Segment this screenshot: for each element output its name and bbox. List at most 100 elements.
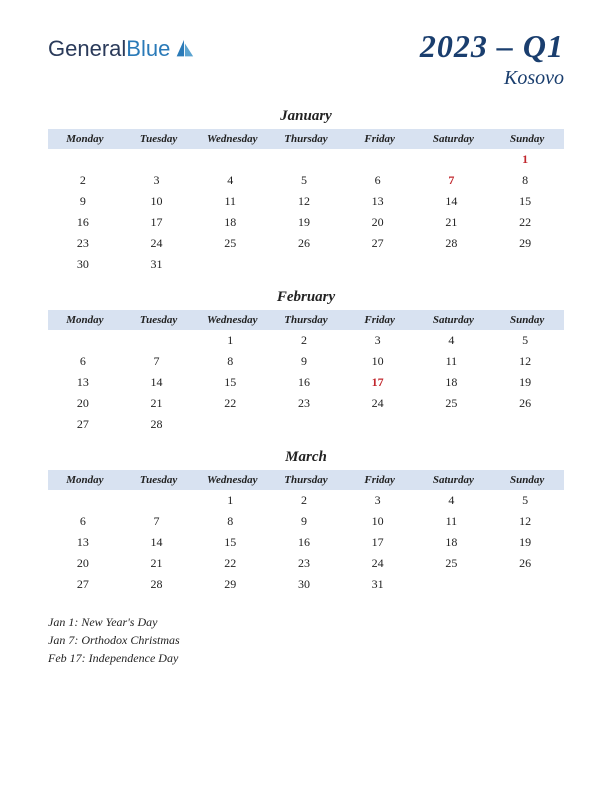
- logo: GeneralBlue: [48, 36, 195, 62]
- calendar-cell: 27: [343, 233, 417, 254]
- calendar-row: 2728293031: [48, 574, 564, 595]
- calendar-cell: 21: [122, 553, 196, 574]
- calendar-row: 1: [48, 149, 564, 170]
- logo-text: GeneralBlue: [48, 36, 170, 62]
- weekday-header: Monday: [48, 129, 122, 149]
- weekday-header: Friday: [343, 470, 417, 490]
- months-container: JanuaryMondayTuesdayWednesdayThursdayFri…: [48, 108, 564, 595]
- calendar-table: MondayTuesdayWednesdayThursdayFridaySatu…: [48, 129, 564, 275]
- calendar-cell: 16: [269, 532, 343, 553]
- calendar-row: 3031: [48, 254, 564, 275]
- calendar-cell: [122, 490, 196, 511]
- calendar-cell: 25: [417, 393, 491, 414]
- calendar-cell: 13: [48, 532, 122, 553]
- weekday-header: Saturday: [417, 470, 491, 490]
- month-name: February: [48, 289, 564, 306]
- calendar-cell: 7: [122, 511, 196, 532]
- calendar-row: 2345678: [48, 170, 564, 191]
- calendar-row: 2728: [48, 414, 564, 435]
- calendar-cell: 21: [417, 212, 491, 233]
- calendar-cell: 2: [269, 490, 343, 511]
- calendar-cell: [490, 574, 564, 595]
- calendar-cell: [417, 574, 491, 595]
- calendar-cell: 12: [490, 351, 564, 372]
- calendar-cell: 3: [343, 490, 417, 511]
- calendar-cell: [195, 254, 269, 275]
- month-name: March: [48, 449, 564, 466]
- calendar-cell: [122, 149, 196, 170]
- calendar-cell: [490, 414, 564, 435]
- calendar-cell: 9: [269, 351, 343, 372]
- calendar-cell: 6: [48, 351, 122, 372]
- calendar-cell: 20: [48, 553, 122, 574]
- weekday-header: Tuesday: [122, 129, 196, 149]
- weekday-header: Friday: [343, 310, 417, 330]
- calendar-cell: [417, 149, 491, 170]
- calendar-cell: 26: [490, 393, 564, 414]
- calendar-cell: 21: [122, 393, 196, 414]
- calendar-cell: 20: [343, 212, 417, 233]
- calendar-cell: 31: [343, 574, 417, 595]
- calendar-row: 6789101112: [48, 351, 564, 372]
- weekday-header: Tuesday: [122, 470, 196, 490]
- calendar-cell: [48, 490, 122, 511]
- logo-sail-icon: [173, 38, 195, 60]
- calendar-row: 13141516171819: [48, 372, 564, 393]
- calendar-cell: 8: [490, 170, 564, 191]
- calendar-cell: 1: [490, 149, 564, 170]
- title-main: 2023 – Q1: [420, 28, 564, 65]
- calendar-row: 12345: [48, 490, 564, 511]
- calendar-cell: 6: [343, 170, 417, 191]
- calendar-cell: [343, 414, 417, 435]
- calendar-cell: [490, 254, 564, 275]
- calendar-cell: 1: [195, 330, 269, 351]
- calendar-cell: 4: [417, 330, 491, 351]
- calendar-cell: 15: [195, 532, 269, 553]
- calendar-cell: 16: [269, 372, 343, 393]
- calendar-cell: 23: [269, 393, 343, 414]
- weekday-header: Sunday: [490, 470, 564, 490]
- weekday-header: Thursday: [269, 470, 343, 490]
- calendar-cell: 24: [343, 393, 417, 414]
- calendar-cell: 13: [343, 191, 417, 212]
- calendar-cell: [343, 149, 417, 170]
- calendar-cell: 19: [490, 532, 564, 553]
- calendar-cell: 3: [343, 330, 417, 351]
- calendar-cell: 17: [343, 372, 417, 393]
- weekday-header: Thursday: [269, 129, 343, 149]
- weekday-header: Monday: [48, 310, 122, 330]
- calendar-cell: 20: [48, 393, 122, 414]
- weekday-header: Wednesday: [195, 310, 269, 330]
- calendar-cell: [269, 149, 343, 170]
- calendar-cell: 5: [490, 490, 564, 511]
- weekday-header: Wednesday: [195, 470, 269, 490]
- calendar-row: 6789101112: [48, 511, 564, 532]
- calendar-cell: 12: [490, 511, 564, 532]
- calendar-cell: [343, 254, 417, 275]
- weekday-header: Saturday: [417, 310, 491, 330]
- holiday-entry: Jan 1: New Year's Day: [48, 613, 564, 631]
- calendar-cell: [417, 254, 491, 275]
- calendar-cell: 30: [48, 254, 122, 275]
- calendar-cell: 8: [195, 351, 269, 372]
- calendar-cell: 28: [122, 414, 196, 435]
- calendar-cell: 10: [122, 191, 196, 212]
- calendar-cell: 2: [269, 330, 343, 351]
- weekday-header: Sunday: [490, 310, 564, 330]
- month-block: FebruaryMondayTuesdayWednesdayThursdayFr…: [48, 289, 564, 435]
- holiday-entry: Jan 7: Orthodox Christmas: [48, 631, 564, 649]
- calendar-cell: 28: [122, 574, 196, 595]
- calendar-cell: 6: [48, 511, 122, 532]
- calendar-row: 16171819202122: [48, 212, 564, 233]
- logo-part2: Blue: [126, 36, 170, 61]
- calendar-cell: 16: [48, 212, 122, 233]
- calendar-cell: 24: [343, 553, 417, 574]
- calendar-cell: 24: [122, 233, 196, 254]
- calendar-cell: 26: [269, 233, 343, 254]
- title-block: 2023 – Q1 Kosovo: [420, 28, 564, 90]
- calendar-table: MondayTuesdayWednesdayThursdayFridaySatu…: [48, 470, 564, 595]
- calendar-row: 20212223242526: [48, 393, 564, 414]
- calendar-cell: 23: [269, 553, 343, 574]
- calendar-cell: [417, 414, 491, 435]
- holiday-entry: Feb 17: Independence Day: [48, 649, 564, 667]
